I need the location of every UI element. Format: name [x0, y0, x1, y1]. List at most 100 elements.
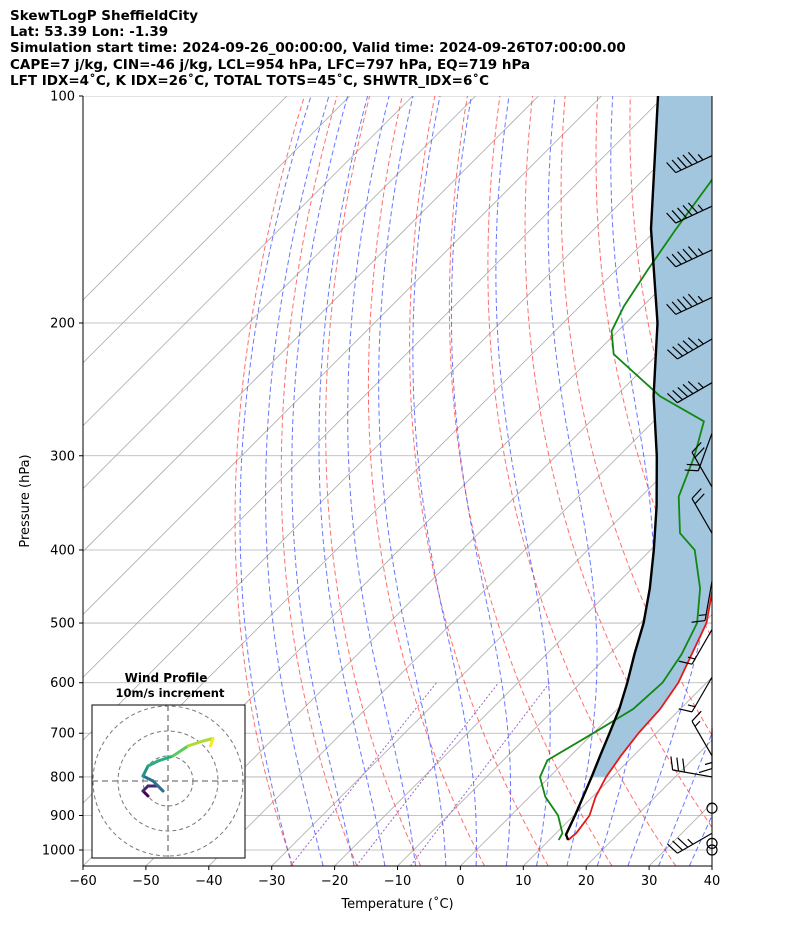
calm-circle [706, 837, 718, 850]
barb-half-flag [694, 720, 701, 727]
dry-adiabat [325, 96, 422, 866]
barb-flag [676, 757, 680, 772]
barb-flag [682, 758, 686, 773]
isotherm [271, 425, 712, 866]
barb-flag [672, 389, 683, 401]
wind-barb [666, 380, 713, 404]
wind-barb [698, 728, 713, 774]
isotherm [208, 362, 712, 866]
barb-flag [666, 212, 677, 224]
barb-flag [666, 256, 677, 268]
wind-barb [678, 676, 713, 713]
y-tick-label: 800 [50, 770, 75, 785]
barb-half-flag [697, 295, 704, 303]
x-tick-label: 20 [578, 874, 595, 889]
time-line: Simulation start time: 2024-09-26_00:00:… [10, 40, 626, 57]
barb-flag [671, 253, 682, 265]
parcel-line [564, 96, 660, 841]
wind-barb [666, 151, 713, 174]
barb-flag [691, 488, 702, 499]
wind-barb [670, 756, 713, 778]
barb-flag [677, 251, 688, 263]
barb-flag [682, 383, 694, 395]
wind-barb [691, 581, 713, 623]
barb-staff [697, 432, 713, 471]
calm-circle [706, 844, 718, 856]
wind-barbs [666, 151, 718, 856]
barb-flag [670, 756, 674, 771]
wind-barb [691, 488, 713, 534]
moist-adiabat [627, 96, 712, 866]
y-tick-label: 1000 [42, 844, 75, 859]
dry-adiabat [367, 96, 485, 866]
y-tick-label: 300 [50, 449, 75, 464]
wind-barb [666, 246, 713, 268]
wind-barb [666, 293, 713, 315]
isotherm [397, 550, 712, 866]
barb-flag [678, 660, 693, 665]
barb-staff [675, 296, 713, 315]
barb-staff [704, 581, 713, 621]
dry-adiabat [728, 96, 794, 866]
y-tick-label: 400 [50, 543, 75, 558]
barb-flag [677, 157, 688, 168]
isotherm [83, 96, 288, 301]
barb-flag [671, 210, 682, 221]
isotherm [711, 865, 712, 866]
wind-barb [706, 802, 718, 814]
barb-flag [672, 840, 683, 851]
wind-barb [691, 710, 713, 757]
isotherm [83, 96, 539, 553]
barb-flag [682, 340, 694, 351]
barb-staff [691, 720, 713, 757]
dewpoint-line [539, 177, 712, 841]
x-tick-label: 0 [456, 874, 464, 889]
barb-flag [698, 767, 713, 774]
moist-adiabat [347, 96, 416, 866]
x-tick-label: 40 [704, 874, 721, 889]
barb-staff [675, 155, 713, 174]
barb-flag [687, 380, 699, 392]
mixing-ratio-line [409, 682, 550, 866]
moist-adiabat [658, 731, 712, 866]
chart-header: SkewTLogP SheffieldCity Lat: 53.39 Lon: … [10, 8, 780, 89]
hodograph-segment [209, 737, 215, 748]
y-tick-label: 500 [50, 617, 75, 632]
location-line: Lat: 53.39 Lon: -1.39 [10, 24, 169, 41]
barb-staff [677, 382, 713, 404]
wind-barb [691, 441, 713, 488]
isotherm [83, 96, 476, 490]
barb-flag [677, 207, 688, 219]
dry-adiabat [761, 96, 794, 866]
moist-adiabat [450, 96, 512, 866]
barb-flag [687, 293, 698, 305]
barb-flag [694, 447, 705, 458]
barb-flag [677, 837, 689, 848]
plot-area [83, 96, 794, 866]
isotherm [83, 96, 665, 678]
barb-flag [678, 708, 693, 713]
barb-staff [677, 338, 713, 360]
x-tick-label: −40 [195, 874, 222, 889]
isotherm [145, 299, 712, 866]
barb-flag [677, 343, 689, 354]
barb-half-flag [697, 338, 704, 345]
x-tick-label: −30 [258, 874, 285, 889]
axes: −60 −50 −40 −30 −20 −10 0 10 20 30 40 100 200 300 400 5… [18, 90, 720, 913]
wind-barb [684, 432, 713, 472]
calm-circle [706, 802, 718, 814]
moist-adiabat [318, 96, 386, 866]
barb-flag [687, 151, 698, 163]
barb-half-flag [697, 204, 704, 211]
parameters-line: CAPE=7 j/kg, CIN=-46 j/kg, LCL=954 hPa, … [10, 56, 531, 73]
barb-half-flag [697, 248, 704, 255]
barb-staff [691, 498, 713, 534]
y-tick-label: 900 [50, 809, 75, 824]
dry-adiabat [524, 96, 712, 829]
dry-adiabat [448, 96, 613, 866]
barb-staff [672, 769, 713, 778]
barb-flag [666, 392, 678, 404]
isotherm [334, 488, 712, 866]
